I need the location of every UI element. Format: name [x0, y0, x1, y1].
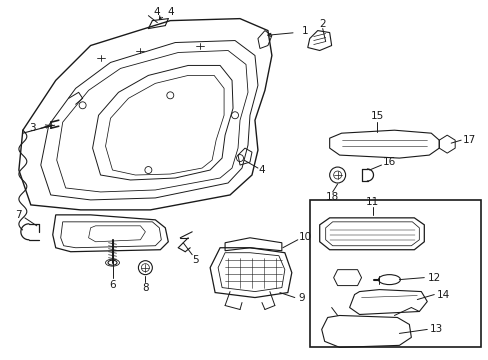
Text: 2: 2	[319, 19, 325, 28]
Text: 18: 18	[325, 192, 339, 202]
Text: 12: 12	[427, 273, 440, 283]
Text: 6: 6	[109, 280, 116, 289]
Text: 14: 14	[436, 289, 449, 300]
Text: 16: 16	[382, 157, 395, 167]
Text: 15: 15	[370, 111, 384, 121]
Text: 11: 11	[365, 197, 378, 207]
Text: 4: 4	[166, 6, 173, 17]
Text: 4: 4	[258, 165, 264, 175]
Text: 1: 1	[301, 26, 307, 36]
Text: 8: 8	[142, 283, 148, 293]
Text: 4: 4	[153, 6, 159, 17]
Text: 5: 5	[191, 255, 198, 265]
Text: 7: 7	[16, 210, 22, 220]
Bar	[309, 200, 480, 347]
Text: 17: 17	[462, 135, 475, 145]
Text: 9: 9	[298, 293, 305, 302]
Text: 3: 3	[29, 123, 36, 133]
Text: 10: 10	[299, 232, 312, 242]
Text: 13: 13	[429, 324, 442, 334]
